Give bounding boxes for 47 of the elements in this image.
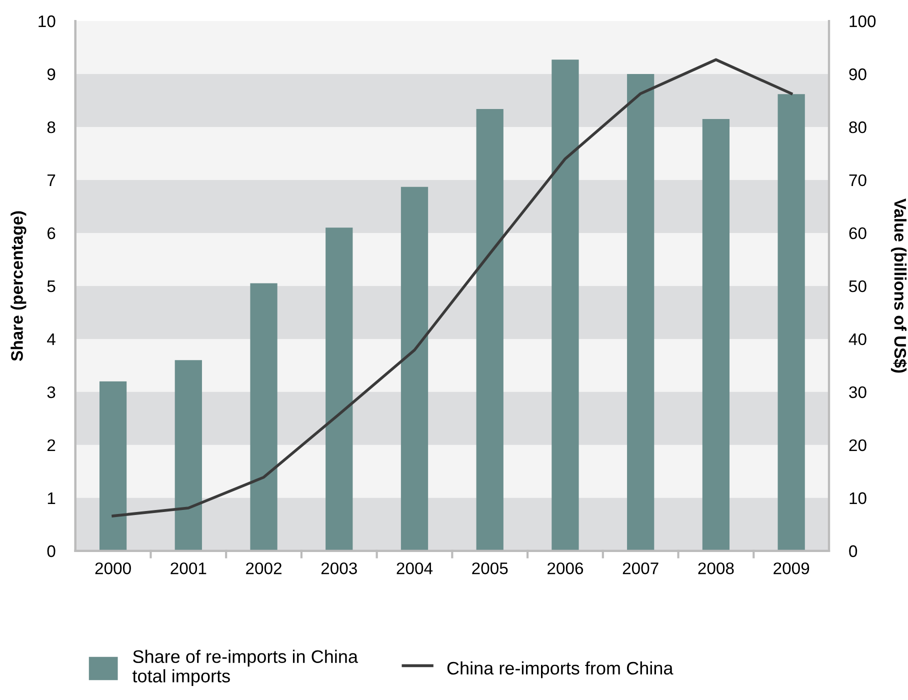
bar: [174, 360, 202, 551]
y-tick-label: 1: [48, 492, 56, 504]
x-tick-label: 2006: [548, 562, 584, 574]
y2-axis-title: Value (billions of US$): [890, 198, 907, 373]
bar: [400, 186, 428, 551]
y2-tick-label: 30: [849, 386, 866, 398]
y-tick-label: 9: [47, 68, 56, 80]
legend-label: China re-imports from China: [447, 661, 674, 678]
bar: [778, 94, 805, 551]
x-tick-label: 2008: [698, 562, 734, 574]
bar: [250, 283, 278, 551]
x-tick-label: 2005: [472, 562, 508, 574]
x-tick-label: 2001: [170, 562, 206, 574]
x-tick-label: 2004: [396, 562, 433, 574]
y-tick-label: 6: [48, 227, 56, 240]
y2-tick-label: 20: [849, 439, 866, 452]
y2-tick-label: 10: [850, 492, 866, 504]
y2-tick-label: 60: [849, 227, 866, 240]
y-tick-label: 2: [47, 439, 56, 451]
y2-tick-label: 70: [849, 174, 866, 186]
x-tick-label: 2007: [622, 562, 658, 574]
y2-tick-label: 40: [848, 333, 866, 346]
y-tick-label: 4: [47, 334, 56, 345]
y-tick-label: 10: [38, 15, 56, 28]
bar: [552, 60, 579, 551]
y-tick-label: 3: [47, 386, 56, 398]
line-series: [112, 58, 793, 518]
bar: [702, 119, 730, 551]
y-tick-label: 8: [47, 121, 56, 134]
x-tick-label: 2009: [774, 562, 810, 574]
y-tick-label: 5: [47, 280, 56, 292]
x-tick-label: 2002: [246, 562, 282, 574]
x-tick-label: 2000: [95, 562, 131, 574]
legend-label: Share of re-imports in China total imports: [132, 650, 358, 686]
y-axis-title: Share (percentage): [10, 211, 26, 361]
y2-tick-label: 0: [849, 545, 858, 558]
bar: [99, 381, 127, 551]
y2-tick-label: 90: [849, 68, 866, 80]
y-tick-label: 7: [48, 174, 56, 186]
bar: [627, 74, 654, 551]
x-tick-label: 2003: [321, 562, 357, 574]
y2-tick-label: 50: [849, 280, 866, 292]
bar: [326, 228, 353, 551]
y-tick-label: 0: [47, 545, 56, 558]
y2-tick-label: 100: [850, 15, 876, 28]
y2-tick-label: 80: [849, 121, 866, 134]
bar: [476, 108, 504, 551]
